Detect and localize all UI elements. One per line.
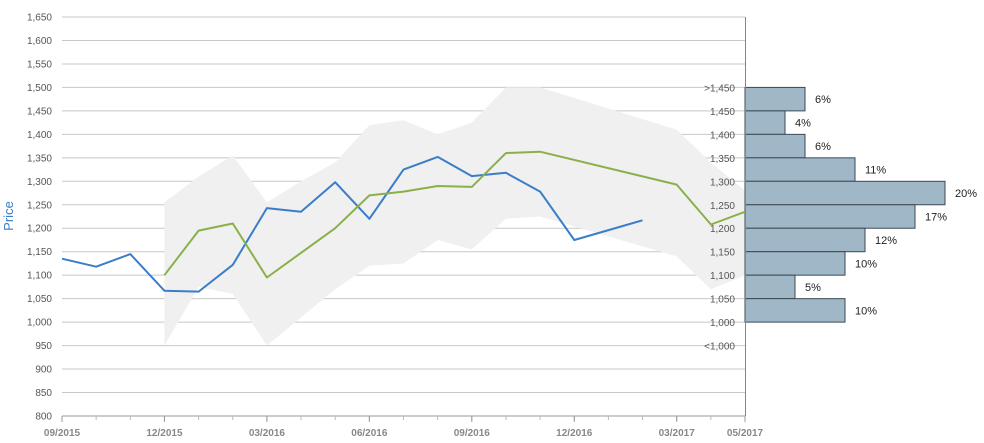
histogram-percent-label: 10% bbox=[855, 258, 877, 270]
y-tick-label: 1,150 bbox=[27, 247, 52, 258]
y-tick-label: 1,050 bbox=[27, 294, 52, 305]
y-tick-label: 850 bbox=[35, 388, 52, 399]
x-tick-label: 05/2017 bbox=[727, 428, 764, 439]
histogram-bar bbox=[744, 110, 786, 135]
y-tick-label: 1,600 bbox=[27, 36, 52, 47]
x-tick-label: 03/2016 bbox=[249, 428, 286, 439]
histogram-percent-label: 5% bbox=[805, 282, 821, 294]
forecast-range-band bbox=[164, 87, 745, 346]
histogram-bar bbox=[744, 298, 846, 323]
y-tick-label: 950 bbox=[35, 341, 52, 352]
distribution-histogram: >1,450 6% 1,450 4% 1,400 6% 1,350 11% 1,300 20% 1,… bbox=[704, 83, 977, 352]
y-tick-label: 1,650 bbox=[27, 13, 52, 24]
histogram-bin-label: 1,200 bbox=[710, 224, 735, 235]
series-line-1 bbox=[61, 155, 643, 293]
histogram-bin-label: 1,100 bbox=[710, 271, 735, 282]
y-tick-label: 1,000 bbox=[27, 318, 52, 329]
histogram-bin-label: 1,150 bbox=[710, 248, 735, 259]
x-tick-label: 03/2017 bbox=[659, 428, 696, 439]
y-tick-label: 1,250 bbox=[27, 200, 52, 211]
histogram-bin-label: 1,400 bbox=[710, 130, 735, 141]
range-band-area bbox=[164, 87, 745, 346]
histogram-percent-label: 6% bbox=[815, 141, 831, 153]
histogram-bar bbox=[744, 133, 806, 159]
histogram-bin-label: >1,450 bbox=[704, 83, 735, 94]
axes: 1,650 1,600 1,550 1,500 1,450 1,400 1,350 1,300… bbox=[27, 13, 764, 440]
series-lines bbox=[61, 150, 746, 293]
y-tick-label: 1,350 bbox=[27, 153, 52, 164]
histogram-bar bbox=[744, 274, 796, 300]
y-axis-label: Price bbox=[1, 201, 16, 231]
histogram-bar bbox=[744, 157, 856, 182]
y-tick-label: 1,500 bbox=[27, 83, 52, 94]
y-tick-label: 900 bbox=[35, 365, 52, 376]
histogram-percent-label: 20% bbox=[955, 188, 977, 200]
histogram-percent-label: 10% bbox=[855, 305, 877, 317]
histogram-bin-label: 1,300 bbox=[710, 177, 735, 188]
histogram-bin-label: <1,000 bbox=[704, 342, 735, 353]
y-tick-label: 1,100 bbox=[27, 271, 52, 282]
x-tick-label: 06/2016 bbox=[351, 428, 388, 439]
histogram-bin-label: 1,000 bbox=[710, 318, 735, 329]
histogram-percent-label: 17% bbox=[925, 212, 947, 224]
x-tick-label: 12/2016 bbox=[556, 428, 593, 439]
y-tick-label: 1,300 bbox=[27, 177, 52, 188]
histogram-bar bbox=[744, 180, 946, 206]
histogram-bin-label: 1,450 bbox=[710, 107, 735, 118]
y-tick-label: 1,400 bbox=[27, 130, 52, 141]
y-tick-label: 1,450 bbox=[27, 106, 52, 117]
histogram-percent-label: 4% bbox=[795, 118, 811, 130]
histogram-bar bbox=[744, 204, 916, 229]
y-tick-label: 1,550 bbox=[27, 59, 52, 70]
histogram-percent-label: 11% bbox=[865, 165, 886, 177]
histogram-bar bbox=[744, 251, 846, 276]
x-tick-label: 09/2015 bbox=[44, 428, 81, 439]
histogram-bar bbox=[744, 86, 806, 112]
y-tick-label: 800 bbox=[35, 412, 52, 423]
x-tick-label: 12/2015 bbox=[146, 428, 183, 439]
histogram-percent-label: 6% bbox=[815, 94, 831, 106]
histogram-percent-label: 12% bbox=[875, 235, 897, 247]
y-tick-label: 1,200 bbox=[27, 224, 52, 235]
histogram-bin-label: 1,250 bbox=[710, 201, 735, 212]
histogram-bin-label: 1,350 bbox=[710, 154, 735, 165]
histogram-bar bbox=[744, 227, 866, 253]
histogram-bin-label: 1,050 bbox=[710, 295, 735, 306]
series-line-2 bbox=[163, 150, 746, 279]
x-tick-label: 09/2016 bbox=[454, 428, 491, 439]
